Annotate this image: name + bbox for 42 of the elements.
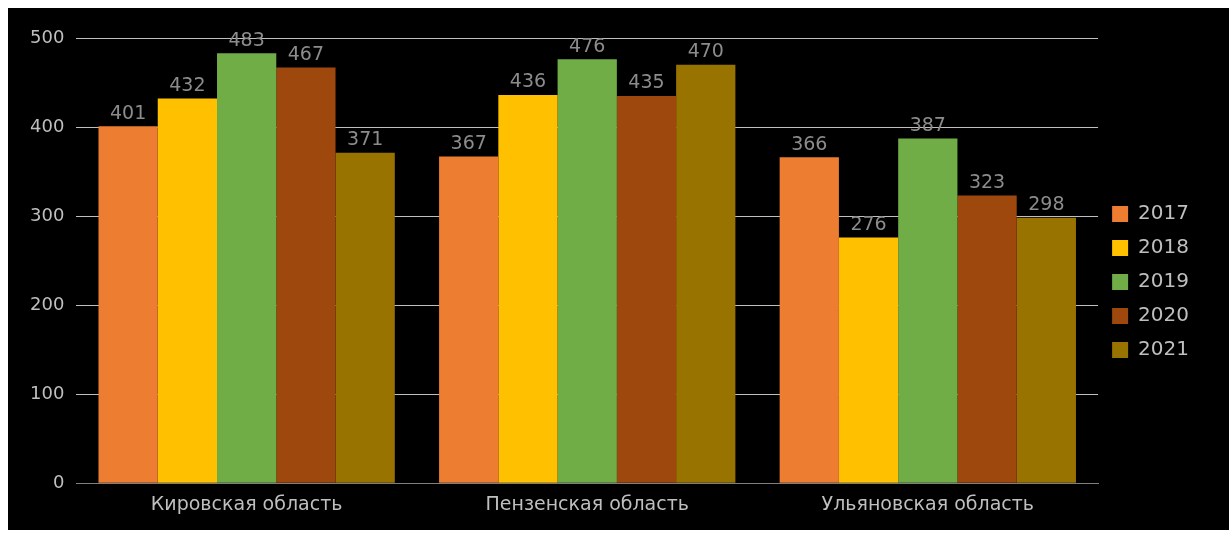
y-tick-label: 300 <box>30 203 65 225</box>
data-label: 435 <box>628 70 665 93</box>
bar <box>276 67 336 483</box>
x-tick-label: Пензенская область <box>485 491 689 514</box>
bar <box>498 94 558 483</box>
data-label: 470 <box>687 39 724 62</box>
legend-label: 2017 <box>1138 200 1190 225</box>
bar <box>616 95 677 483</box>
y-tick-label: 100 <box>30 381 65 403</box>
legend-label: 2021 <box>1138 336 1190 361</box>
data-label: 467 <box>287 41 325 64</box>
bar <box>898 138 958 483</box>
bar <box>557 59 617 483</box>
y-tick-label: 200 <box>30 292 65 314</box>
bar <box>157 98 218 483</box>
bar <box>676 64 736 483</box>
bar <box>217 53 277 483</box>
data-label: 401 <box>109 100 147 123</box>
bar <box>779 157 839 483</box>
y-tick-label: 500 <box>30 25 65 47</box>
data-label: 432 <box>169 72 206 95</box>
data-label: 367 <box>450 130 487 153</box>
y-tick-label: 0 <box>52 470 65 492</box>
y-tick-label: 400 <box>30 114 65 136</box>
data-label: 323 <box>968 170 1006 193</box>
bar <box>98 126 158 483</box>
data-label: 366 <box>791 131 828 154</box>
data-label: 476 <box>569 33 606 56</box>
legend-label: 2020 <box>1138 302 1190 327</box>
x-tick-label: Кировская область <box>150 491 343 514</box>
x-tick-label: Ульяновская область <box>821 491 1035 514</box>
legend-label: 2019 <box>1138 268 1190 293</box>
bar <box>439 156 499 483</box>
legend-label: 2018 <box>1138 234 1190 259</box>
data-label: 371 <box>347 127 384 150</box>
bar <box>335 152 395 483</box>
data-label: 276 <box>850 211 887 234</box>
data-label: 436 <box>509 69 547 92</box>
bar <box>957 195 1017 483</box>
data-label: 298 <box>1028 192 1065 215</box>
bar <box>1016 217 1076 483</box>
bar <box>838 237 899 483</box>
